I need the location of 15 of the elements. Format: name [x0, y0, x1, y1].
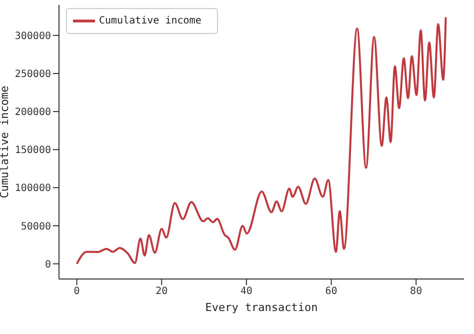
- y-tick-label: 50000: [20, 221, 51, 232]
- y-tick-label: 300000: [14, 30, 51, 42]
- x-tick-label: 80: [410, 286, 422, 298]
- legend-label: Cumulative income: [99, 16, 202, 27]
- x-tick-label: 60: [325, 286, 338, 298]
- x-tick-label: 0: [74, 286, 80, 298]
- x-axis-title: Every transaction: [205, 301, 318, 314]
- y-tick-label: 0: [44, 259, 51, 270]
- y-tick-label: 100000: [14, 183, 51, 194]
- y-tick-label: 250000: [14, 69, 51, 80]
- x-tick-label: 40: [240, 286, 252, 298]
- y-tick-label: 200000: [14, 107, 51, 118]
- line-series: [76, 16, 447, 265]
- y-tick-label: 150000: [14, 145, 51, 156]
- x-tick-label: 20: [156, 286, 168, 298]
